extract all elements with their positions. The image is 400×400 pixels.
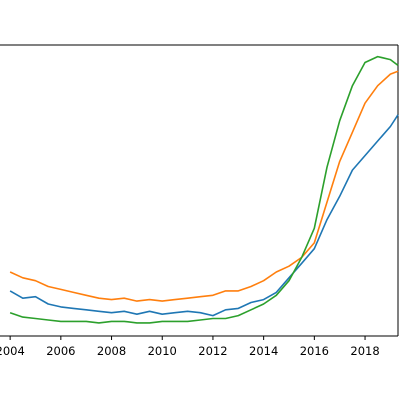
- x-tick-label: 2004: [0, 344, 25, 358]
- x-tick-label: 2018: [350, 344, 379, 358]
- x-tick-label: 2006: [46, 344, 75, 358]
- series-line-2: [9, 70, 399, 302]
- x-tick-label: 2008: [97, 344, 126, 358]
- x-tick-label: 2012: [198, 344, 227, 358]
- series-line-1: [9, 114, 399, 317]
- series-line-3: [9, 55, 399, 324]
- x-tick-label: 2016: [300, 344, 329, 358]
- series-layer: [9, 55, 399, 324]
- x-tick-label: 2010: [148, 344, 177, 358]
- x-axis-ticks: 2004 2006 2008 2010 2012 2014 2016 2018: [0, 336, 380, 358]
- x-tick-label: 2014: [249, 344, 278, 358]
